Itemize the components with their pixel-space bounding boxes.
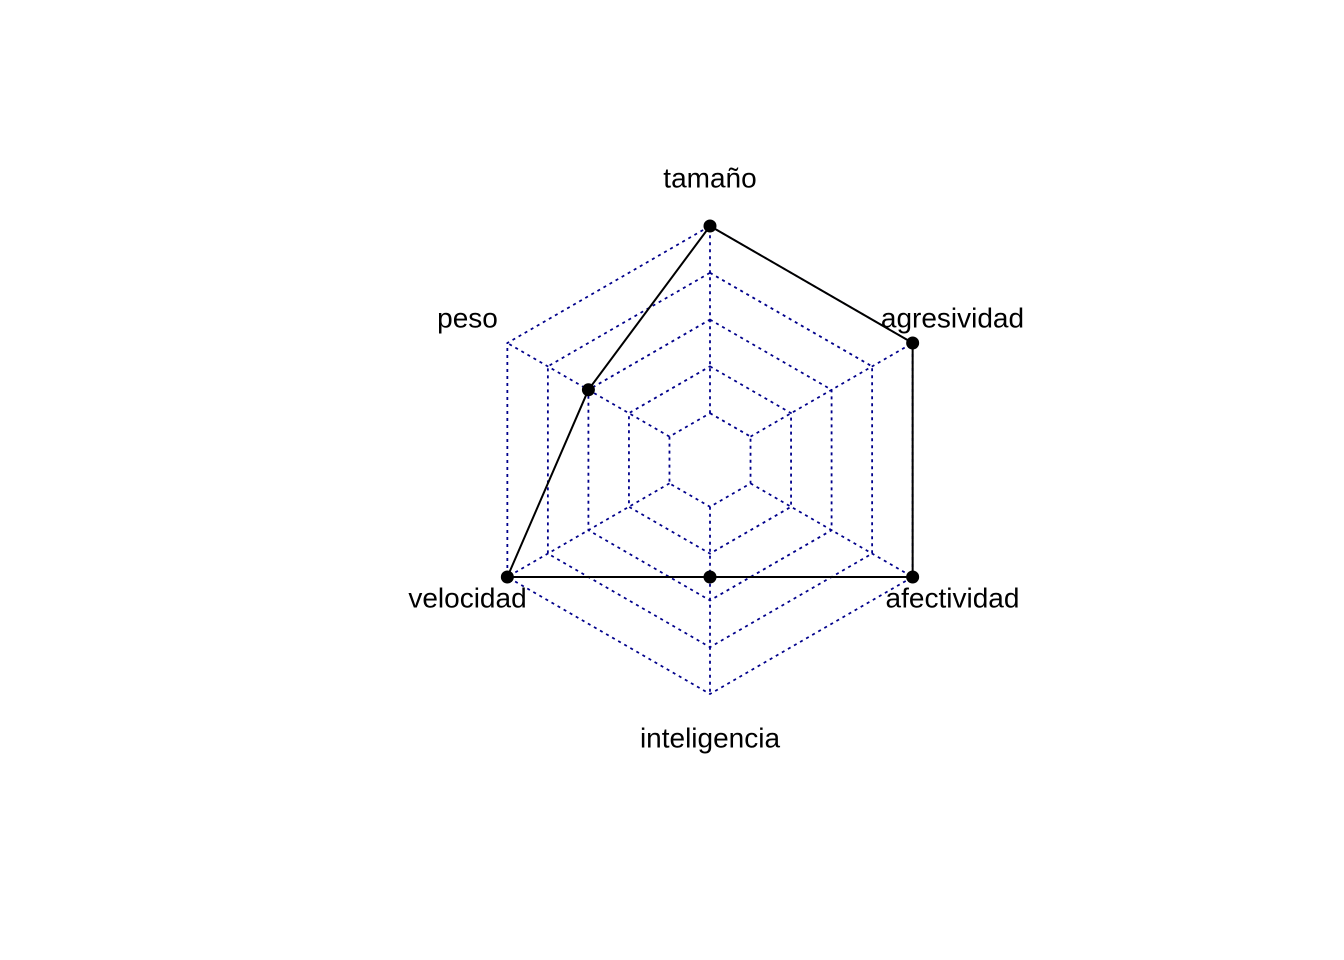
data-point-peso [582,383,595,396]
axis-label-5: peso [437,302,498,333]
data-point-agresividad [906,337,919,350]
grid-spoke-1 [751,343,913,437]
grid-spoke-4 [507,483,669,577]
axis-label-4: velocidad [408,582,526,613]
axis-label-0: tamaño [663,162,756,193]
axis-label-2: afectividad [886,582,1020,613]
grid-spoke-2 [751,483,913,577]
grid [507,226,912,694]
data-point-inteligencia [704,571,717,584]
axis-label-3: inteligencia [640,722,781,753]
axis-label-1: agresividad [881,302,1024,333]
grid-ring-1 [669,413,750,507]
data-point-tamaño [704,220,717,233]
axis-labels: tamaño agresividad afectividad inteligencia… [408,162,1024,753]
grid-ring-5 [507,226,912,694]
grid-ring-2 [629,366,791,553]
